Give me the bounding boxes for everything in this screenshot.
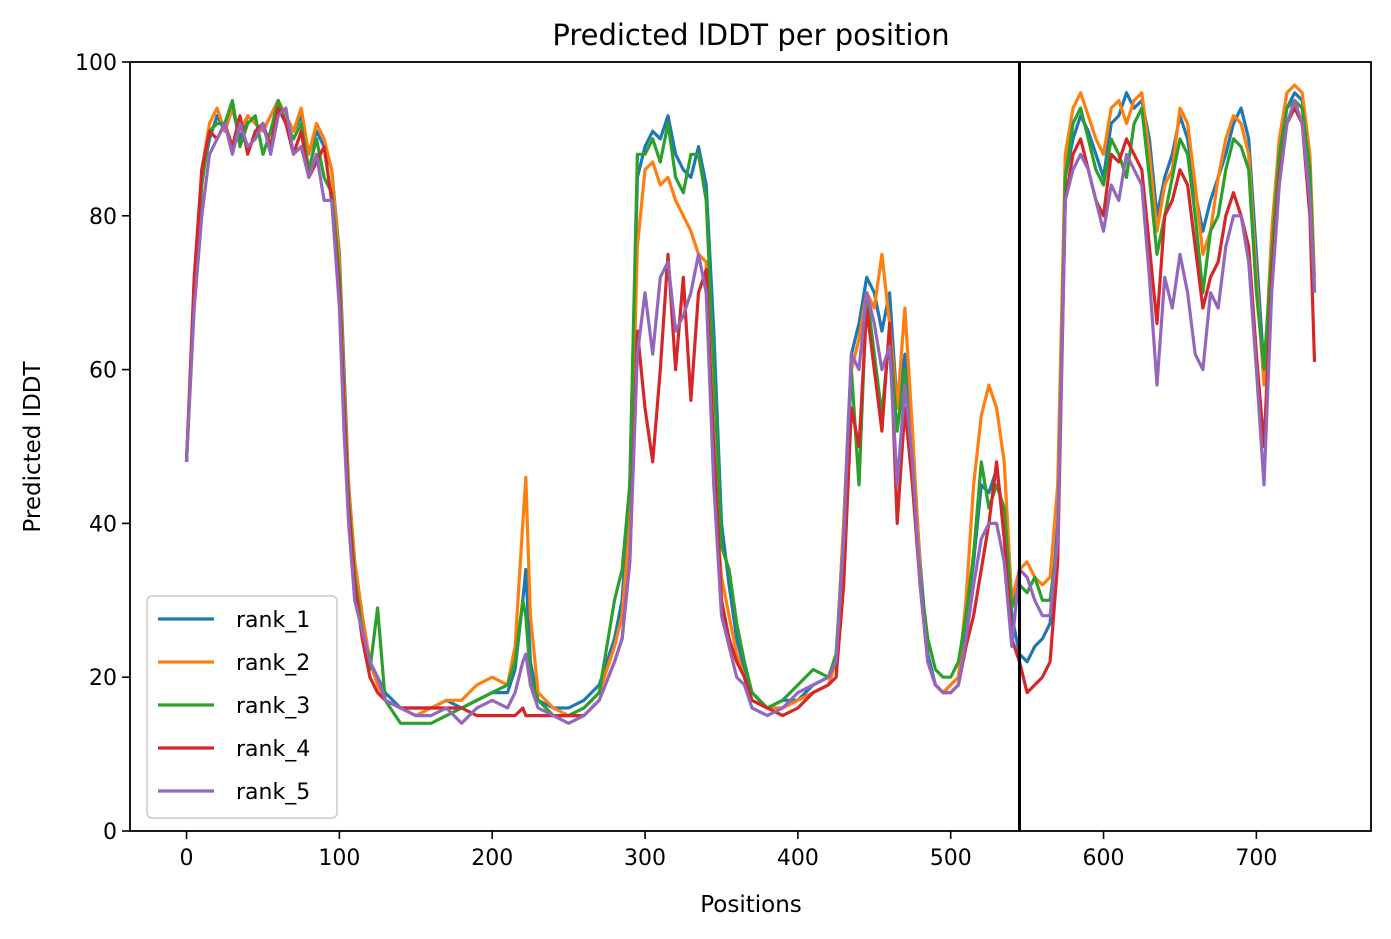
x-tick-label: 400 bbox=[777, 846, 819, 871]
y-tick-label: 20 bbox=[89, 666, 117, 691]
legend-box bbox=[146, 595, 338, 819]
plot-frame bbox=[129, 61, 1372, 832]
x-tick-label: 500 bbox=[930, 846, 972, 871]
x-tick-label: 0 bbox=[180, 846, 194, 871]
y-tick-label: 0 bbox=[103, 820, 117, 845]
y-axis: 0 20 40 60 80 100 bbox=[75, 51, 130, 845]
y-tick-label: 40 bbox=[89, 512, 117, 537]
x-tick-label: 600 bbox=[1083, 846, 1125, 871]
x-tick-label: 200 bbox=[471, 846, 513, 871]
legend-label-rank_1: rank_1 bbox=[236, 608, 310, 633]
series-line-rank_5 bbox=[184, 98, 1317, 725]
y-tick-label: 100 bbox=[75, 51, 117, 76]
x-tick-label: 300 bbox=[624, 846, 666, 871]
x-tick-label: 100 bbox=[318, 846, 360, 871]
y-tick-label: 60 bbox=[89, 359, 117, 384]
legend-label-rank_3: rank_3 bbox=[236, 694, 310, 719]
chart-title: Predicted lDDT per position bbox=[552, 18, 949, 52]
x-tick-label: 700 bbox=[1235, 846, 1277, 871]
y-axis-label: Predicted lDDT bbox=[20, 360, 46, 532]
legend-label-rank_2: rank_2 bbox=[236, 651, 310, 676]
legend: rank_1 rank_2 rank_3 rank_4 rank_5 bbox=[146, 595, 338, 819]
y-tick-label: 80 bbox=[89, 205, 117, 230]
legend-label-rank_4: rank_4 bbox=[236, 737, 310, 762]
legend-label-rank_5: rank_5 bbox=[236, 780, 310, 805]
plot-area bbox=[184, 62, 1317, 831]
x-axis-label: Positions bbox=[700, 892, 802, 918]
x-axis: 0 100 200 300 400 500 600 700 bbox=[180, 831, 1277, 871]
